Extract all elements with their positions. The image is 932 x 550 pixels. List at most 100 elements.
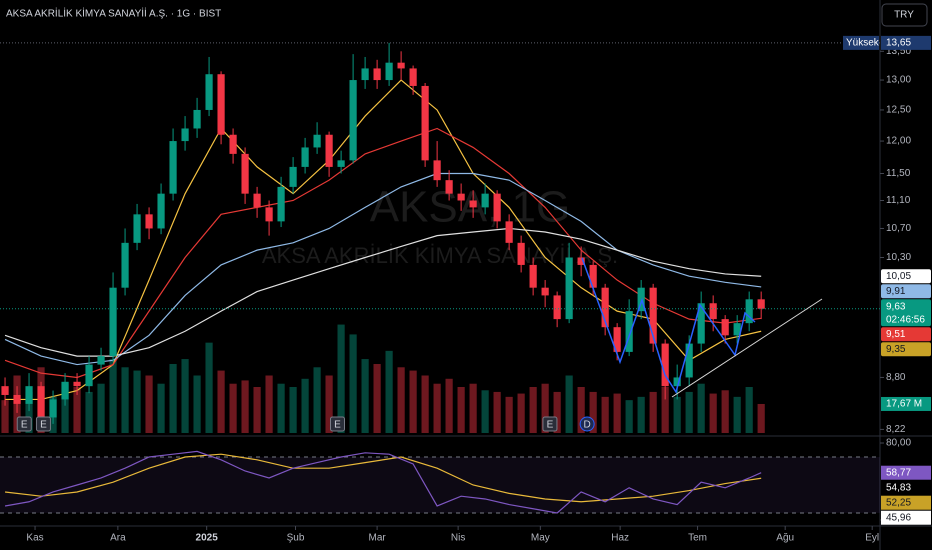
volume-tag bbox=[881, 396, 931, 411]
candle-body bbox=[697, 303, 705, 344]
price-tag-label: 9,35 bbox=[886, 344, 906, 355]
candle-body bbox=[673, 377, 681, 387]
volume-bar bbox=[493, 391, 501, 433]
volume-bar bbox=[553, 391, 561, 433]
volume-bar bbox=[349, 334, 357, 433]
candle-body bbox=[385, 62, 393, 81]
volume-bar bbox=[373, 364, 381, 433]
volume-bar bbox=[601, 396, 609, 433]
event-label: E bbox=[547, 420, 554, 431]
candle-body bbox=[397, 62, 405, 69]
volume-bar bbox=[613, 393, 621, 433]
volume-bar bbox=[697, 383, 705, 433]
drawing-trendline bbox=[671, 298, 823, 398]
candle-body bbox=[265, 207, 273, 222]
candle-body bbox=[205, 74, 213, 110]
candle-body bbox=[121, 242, 129, 288]
volume-bar bbox=[625, 400, 633, 433]
volume-bar bbox=[445, 378, 453, 433]
candle-body bbox=[1, 386, 9, 395]
event-label: D bbox=[584, 420, 591, 431]
rsi-tag-label: 58,77 bbox=[886, 467, 911, 478]
rsi-tag-label: 52,25 bbox=[886, 497, 911, 508]
candle-body bbox=[553, 295, 561, 320]
event-label: E bbox=[334, 420, 341, 431]
volume-bar bbox=[541, 383, 549, 433]
y-tick-label: 8,80 bbox=[886, 372, 906, 383]
volume-bar bbox=[709, 393, 717, 433]
volume-bar bbox=[757, 403, 765, 433]
volume-bar bbox=[193, 375, 201, 433]
volume-bar bbox=[301, 378, 309, 433]
volume-bar bbox=[265, 375, 273, 433]
volume-bar bbox=[421, 375, 429, 433]
candle-body bbox=[73, 381, 81, 387]
candle-body bbox=[61, 381, 69, 400]
volume-bar bbox=[157, 383, 165, 433]
candle-body bbox=[325, 134, 333, 167]
volume-bar bbox=[313, 367, 321, 433]
x-tick-label: 2025 bbox=[196, 533, 219, 544]
candle-body bbox=[241, 153, 249, 194]
candle-body bbox=[25, 386, 33, 404]
y-tick-label: 10,70 bbox=[886, 223, 911, 234]
volume-bar bbox=[745, 387, 753, 433]
price-tag bbox=[881, 284, 931, 299]
y-tick-label: 12,00 bbox=[886, 136, 911, 147]
y-tick-label: 8,22 bbox=[886, 424, 906, 435]
rsi-tag bbox=[881, 510, 931, 525]
volume-bar bbox=[25, 391, 33, 433]
volume-bar bbox=[61, 383, 69, 433]
volume-bar bbox=[241, 380, 249, 433]
price-tag bbox=[881, 327, 931, 342]
volume-bar bbox=[577, 387, 585, 433]
candle-body bbox=[733, 323, 741, 336]
volume-bar bbox=[481, 390, 489, 433]
event-marker bbox=[35, 416, 51, 432]
candle-body bbox=[349, 80, 357, 161]
candle-body bbox=[685, 343, 693, 378]
candle-body bbox=[457, 193, 465, 201]
candle-body bbox=[157, 193, 165, 229]
event-label: E bbox=[21, 420, 28, 431]
x-tick-label: Mar bbox=[368, 533, 386, 544]
y-tick-label: 13,00 bbox=[886, 75, 911, 86]
volume-bar bbox=[337, 324, 345, 433]
volume-bar bbox=[217, 370, 225, 433]
y-tick-label: 12,50 bbox=[886, 105, 911, 116]
volume-bar bbox=[529, 387, 537, 433]
candle-body bbox=[37, 386, 45, 418]
volume-bar bbox=[277, 383, 285, 433]
currency-button[interactable] bbox=[881, 3, 928, 27]
candle-body bbox=[625, 311, 633, 352]
candle-body bbox=[577, 257, 585, 265]
candle-body bbox=[589, 264, 597, 288]
volume-bar bbox=[661, 387, 669, 433]
candle-body bbox=[181, 128, 189, 142]
volume-bar bbox=[169, 364, 177, 433]
volume-bar bbox=[517, 393, 525, 433]
candle-body bbox=[757, 299, 765, 309]
price-tag-label: 9,63 bbox=[886, 301, 906, 312]
volume-bar bbox=[133, 370, 141, 433]
candle-body bbox=[469, 200, 477, 208]
currency-label[interactable]: TRY bbox=[894, 10, 914, 21]
price-tag-label: 9,91 bbox=[886, 286, 906, 297]
price-tag bbox=[881, 299, 931, 327]
candle-body bbox=[493, 193, 501, 222]
volume-bar bbox=[145, 375, 153, 433]
watermark-name: AKSA AKRİLİK KİMYA SANAYİİ A.Ş. bbox=[262, 243, 618, 268]
candle-body bbox=[217, 74, 225, 135]
candle-body bbox=[301, 147, 309, 167]
candle-body bbox=[637, 287, 645, 312]
candle-body bbox=[193, 109, 201, 129]
x-tick-label: Haz bbox=[611, 533, 629, 544]
y-tick-label: 10,30 bbox=[886, 252, 911, 263]
volume-bar bbox=[385, 350, 393, 433]
volume-bar bbox=[457, 387, 465, 433]
high-tag-label: 13,65 bbox=[886, 38, 911, 49]
candle-body bbox=[409, 68, 417, 86]
candle-body bbox=[289, 166, 297, 187]
